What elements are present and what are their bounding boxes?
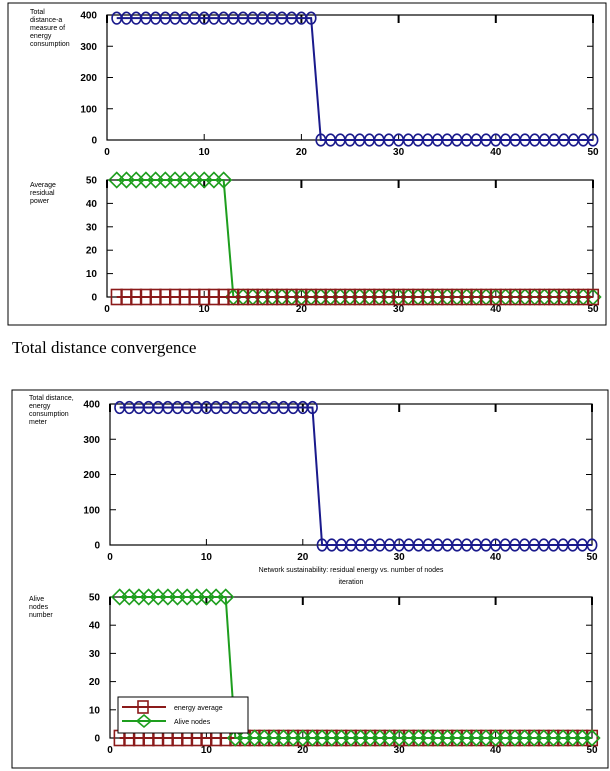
- x-tick-label: 10: [199, 304, 211, 315]
- x-tick-label: 0: [104, 147, 110, 158]
- chart-2: 0 10 20 30 40 50 0 10 20 30 40 50 Average residual pow…: [30, 171, 602, 315]
- data-point: [583, 729, 601, 747]
- y-tick-label: 10: [89, 705, 101, 716]
- y-tick-label: 10: [86, 269, 98, 280]
- y-tick-label: 300: [83, 435, 100, 446]
- x-tick-label: 20: [297, 552, 309, 563]
- x-tick-label: 50: [586, 552, 598, 563]
- legend-label: energy average: [174, 705, 223, 712]
- y-tick-label: 40: [89, 621, 101, 632]
- y-tick-label: 100: [83, 505, 100, 516]
- x-tick-label: 20: [297, 745, 309, 756]
- x-tick-label: 30: [394, 552, 406, 563]
- y-tick-label: 20: [89, 677, 101, 688]
- legend-box: [117, 696, 249, 734]
- y-tick-label: 200: [80, 73, 97, 84]
- legend-label: Alive nodes: [174, 719, 211, 726]
- figure-caption: Total distance convergence: [12, 338, 197, 357]
- y-tick-label: 50: [89, 593, 101, 604]
- data-point: [586, 538, 598, 552]
- x-tick-label: 50: [587, 304, 599, 315]
- figure-1-frame: [7, 2, 607, 326]
- y-tick-label: 100: [80, 104, 97, 115]
- x-tick-label: 40: [490, 552, 502, 563]
- x-tick-label: 0: [104, 304, 110, 315]
- x-tick-label: 20: [296, 304, 308, 315]
- data-point: [586, 288, 600, 306]
- y-axis-label: Total distance-a measure of energy consumpti…: [30, 9, 70, 48]
- data-point: [587, 133, 599, 147]
- figure-2-frame: [11, 389, 609, 769]
- y-axis-label: Total distance, energy consumption meter: [29, 395, 74, 426]
- y-axis-label: Average residual power: [30, 182, 56, 205]
- y-tick-label: 30: [86, 222, 98, 233]
- x-tick-label: 50: [586, 745, 598, 756]
- x-tick-label: 40: [490, 147, 502, 158]
- x-tick-label: 30: [393, 147, 405, 158]
- x-tick-label: 10: [199, 147, 211, 158]
- y-tick-label: 20: [86, 246, 98, 257]
- x-tick-label: 40: [490, 304, 502, 315]
- data-point: [217, 588, 235, 606]
- data-point: [306, 400, 318, 415]
- y-tick-label: 400: [80, 11, 97, 22]
- x-tick-label: 30: [394, 745, 406, 756]
- legend-swatch-marker: [135, 713, 153, 729]
- y-tick-label: 50: [86, 176, 98, 187]
- y-tick-label: 0: [94, 541, 100, 552]
- y-tick-label: 0: [91, 293, 97, 304]
- x-tick-label: 0: [107, 552, 113, 563]
- data-point: [305, 11, 317, 25]
- y-tick-label: 0: [91, 136, 97, 147]
- x-axis-label: iteration: [339, 579, 364, 586]
- legend-swatch-marker: [137, 700, 149, 714]
- y-tick-label: 30: [89, 649, 101, 660]
- data-point: [215, 171, 233, 189]
- y-tick-label: 0: [94, 734, 100, 745]
- x-tick-label: 10: [201, 745, 213, 756]
- x-tick-label: 10: [201, 552, 213, 563]
- chart-1: 0 100 200 300 400 0 10 20 30 40 50 Total distance-a m…: [30, 9, 599, 158]
- x-tick-label: 40: [490, 745, 502, 756]
- x-tick-label: 0: [107, 745, 113, 756]
- x-tick-label: 30: [393, 304, 405, 315]
- chart-4: 0 10 20 30 40 50 0 10 20 30 40 50 Alive nodes number Ne…: [29, 567, 601, 756]
- legend: energy average Alive nodes: [117, 696, 249, 734]
- y-tick-label: 400: [83, 400, 100, 411]
- y-tick-label: 200: [83, 470, 100, 481]
- x-tick-label: 20: [296, 147, 308, 158]
- y-tick-label: 40: [86, 199, 98, 210]
- chart-3: 0 100 200 300 400 0 10 20 30 40 50 Total distance, e…: [29, 395, 598, 563]
- x-tick-label: 50: [587, 147, 599, 158]
- y-axis-label: Alive nodes number: [29, 596, 53, 619]
- y-tick-label: 300: [80, 42, 97, 53]
- chart-title: Network sustainability: residual energy …: [259, 567, 444, 574]
